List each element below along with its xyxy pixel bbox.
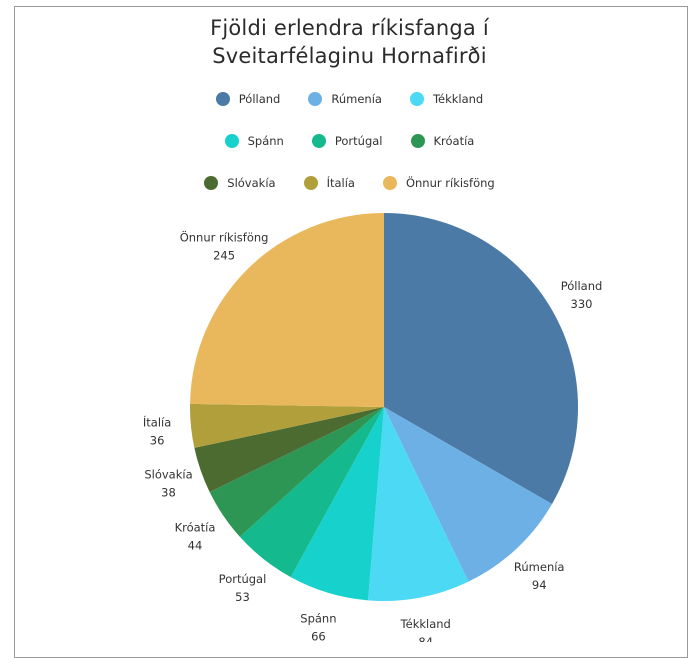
slice-label: Önnur ríkisföng 245 (180, 229, 269, 263)
pie-slice (194, 407, 384, 493)
chart-title-line-1: Fjöldi erlendra ríkisfanga í (210, 16, 489, 40)
legend-item: Slóvakía (204, 176, 276, 190)
pie-slice (290, 407, 384, 601)
slice-label-value: 330 (571, 297, 593, 311)
legend-item: Önnur ríkisföng (382, 176, 495, 190)
slice-label-name: Ítalía (143, 414, 171, 429)
legend-swatch (308, 92, 323, 106)
legend-label: Pólland (238, 92, 281, 106)
slice-label-name: Spánn (300, 611, 336, 625)
pie-slice (368, 407, 469, 601)
slice-label: Tékkland 84 (400, 617, 451, 642)
slice-label-name: Portúgal (219, 572, 267, 586)
slice-label: Pólland 330 (561, 279, 603, 311)
pie-slice (384, 407, 553, 582)
legend-label: Spánn (247, 134, 284, 148)
legend-swatch (382, 176, 397, 190)
pie-slice (190, 403, 384, 448)
legend-label: Króatía (433, 134, 475, 148)
legend-row: Pólland Rúmenía Tékkland (0, 92, 699, 106)
chart-title-line-2: Sveitarfélaginu Hornafirði (212, 44, 487, 68)
legend-row: Spánn Portúgal Króatía (0, 134, 699, 148)
legend-item: Ítalía (303, 176, 355, 190)
slice-label: Slóvakía 38 (144, 468, 192, 500)
slice-label-value: 66 (311, 629, 326, 642)
slice-label-value: 94 (532, 578, 547, 592)
pie-slice (384, 213, 578, 504)
legend-swatch (303, 176, 318, 190)
legend-swatch (204, 176, 219, 190)
pie-slice (239, 407, 384, 578)
slice-label-value: 36 (150, 433, 165, 447)
legend-item: Portúgal (311, 134, 383, 148)
legend-label: Rúmenía (331, 92, 382, 106)
slice-label: Spánn 66 (300, 611, 336, 642)
pie-slice (190, 213, 384, 407)
legend-item: Tékkland (409, 92, 484, 106)
legend-label: Önnur ríkisföng (405, 176, 495, 190)
slice-label-value: 53 (235, 590, 250, 604)
pie-chart: Pólland 330 Rúmenía 94 Tékkland 84 Spánn 66 Port… (143, 213, 603, 642)
legend-label: Ítalía (326, 176, 355, 190)
slice-label: Króatía 44 (175, 521, 216, 553)
slice-label-value: 245 (213, 249, 235, 263)
legend-swatch (224, 134, 239, 148)
legend-swatch (410, 134, 425, 148)
legend-label: Portúgal (334, 134, 383, 148)
slice-label: Ítalía 36 (143, 414, 171, 447)
slice-label-name: Tékkland (400, 617, 451, 631)
legend-swatch (215, 92, 230, 106)
slice-label-name: Rúmenía (514, 560, 565, 574)
slice-label-value: 84 (418, 635, 433, 642)
legend-item: Pólland (215, 92, 281, 106)
slice-label-value: 44 (188, 539, 203, 553)
legend-item: Króatía (410, 134, 475, 148)
legend-item: Spánn (224, 134, 284, 148)
slice-label-name: Slóvakía (144, 468, 192, 482)
legend-label: Tékkland (432, 92, 484, 106)
slice-label-name: Pólland (561, 279, 603, 293)
legend-row: Slóvakía Ítalía Önnur ríkisföng (0, 176, 699, 190)
legend-swatch (409, 92, 424, 106)
slice-label-value: 38 (161, 486, 176, 500)
legend-item: Rúmenía (308, 92, 382, 106)
slice-label-name: Króatía (175, 521, 216, 535)
slice-label: Rúmenía 94 (514, 560, 565, 592)
slice-label: Portúgal 53 (219, 572, 267, 604)
slice-label-name: Önnur ríkisföng (180, 229, 269, 245)
chart-title: Fjöldi erlendra ríkisfanga í Sveitarféla… (0, 14, 699, 70)
pie-slice (209, 407, 384, 537)
legend-label: Slóvakía (227, 176, 276, 190)
legend-swatch (311, 134, 326, 148)
